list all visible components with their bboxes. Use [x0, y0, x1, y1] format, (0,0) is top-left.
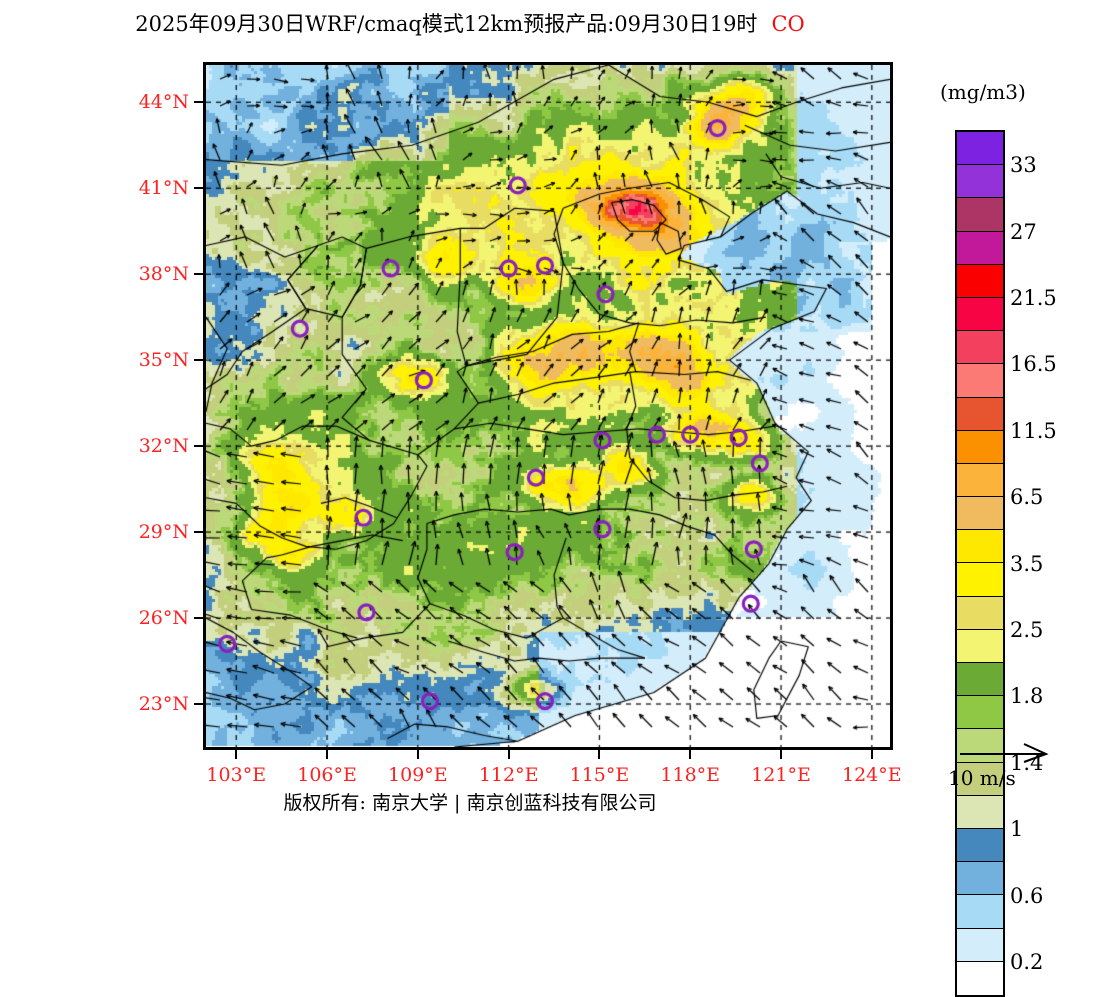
lon-tick [235, 750, 238, 759]
lat-tick [194, 101, 203, 104]
colorbar-cell [957, 264, 1003, 298]
colorbar-cell [957, 795, 1003, 829]
colorbar-cell [957, 729, 1003, 763]
colorbar-cell [957, 231, 1003, 265]
colorbar-cell [957, 397, 1003, 431]
colorbar-tick-label: 0.6 [1010, 883, 1044, 908]
page-title: 2025年09月30日WRF/cmaq模式12km预报产品:09月30日19时 C… [0, 8, 940, 38]
lon-tick-label: 103°E [206, 764, 267, 786]
wind-arrow-icon [960, 743, 1049, 763]
colorbar-units-label: (mg/m3) [940, 80, 1026, 104]
species-label: CO [771, 12, 805, 36]
colorbar-cell [957, 198, 1003, 232]
colorbar-cell [957, 430, 1003, 464]
map-plot-area[interactable] [203, 62, 893, 750]
colorbar-cell [957, 596, 1003, 630]
colorbar-cell [957, 961, 1003, 995]
colorbar-tick-label: 11.5 [1010, 418, 1057, 443]
colorbar-cell [957, 165, 1003, 199]
lat-tick-label: 38°N [138, 263, 189, 286]
colorbar-cell [957, 696, 1003, 730]
lon-tick-label: 112°E [478, 764, 539, 786]
lon-tick [780, 750, 783, 759]
colorbar-cell [957, 364, 1003, 398]
colorbar-tick-label: 1.8 [1010, 684, 1044, 709]
copyright-notice: 版权所有: 南京大学 | 南京创蓝科技有限公司 [283, 792, 657, 814]
colorbar-cell [957, 895, 1003, 929]
lat-tick-label: 32°N [138, 435, 189, 458]
lon-tick-label: 115°E [569, 764, 630, 786]
lat-tick-label: 23°N [138, 693, 189, 716]
colorbar-tick-label: 3.5 [1010, 551, 1044, 576]
lat-tick [194, 617, 203, 620]
colorbar-cell [957, 497, 1003, 531]
colorbar-tick-label: 21.5 [1010, 286, 1057, 310]
latitude-axis: 44°N 41°N 38°N 35°N 32°N 29°N 26°N 23°N [115, 62, 203, 750]
lat-tick [194, 531, 203, 534]
colorbar-tick-label: 6.5 [1010, 485, 1044, 510]
lon-tick-label: 121°E [751, 764, 811, 786]
title-text: 2025年09月30日WRF/cmaq模式12km预报产品:09月30日19时 [135, 12, 758, 36]
lon-tick [870, 750, 873, 759]
colorbar-tick-label: 33 [1010, 153, 1037, 178]
lon-tick [598, 750, 601, 759]
lon-tick [507, 750, 510, 759]
lat-tick-label: 29°N [138, 521, 189, 544]
colorbar-cell [957, 629, 1003, 663]
map-contour-canvas [206, 65, 890, 747]
colorbar-cell [957, 663, 1003, 697]
lon-tick-label: 118°E [660, 764, 721, 786]
longitude-axis: 103°E 106°E 109°E 112°E 115°E 118°E 121°E 124°E [203, 750, 902, 796]
wind-scale-legend: 10 m/s [948, 742, 1098, 798]
colorbar-cell [957, 331, 1003, 365]
colorbar: (mg/m3) 33 27 21.5 16.5 11.5 6.5 3.5 2.5 1.8 1.4 1… [938, 80, 1088, 997]
colorbar-tick-label: 16.5 [1010, 352, 1057, 377]
colorbar-cell [957, 828, 1003, 863]
lat-tick [194, 273, 203, 276]
lon-tick [689, 750, 692, 759]
wind-scale-label: 10 m/s [948, 766, 1016, 790]
lat-tick [194, 445, 203, 448]
colorbar-cell [957, 463, 1003, 498]
lat-tick [194, 359, 203, 362]
colorbar-cell [957, 530, 1003, 564]
colorbar-cells [955, 130, 1005, 997]
colorbar-tick-label: 1 [1010, 817, 1024, 842]
colorbar-tick-label: 0.2 [1010, 950, 1044, 974]
lon-tick [326, 750, 329, 759]
lon-tick [416, 750, 419, 759]
colorbar-tick-label: 2.5 [1010, 618, 1044, 642]
lat-tick [194, 187, 203, 190]
lat-tick-label: 41°N [138, 177, 189, 200]
colorbar-cell [957, 563, 1003, 597]
lon-tick-label: 124°E [842, 764, 902, 786]
forecast-map-page: 2025年09月30日WRF/cmaq模式12km预报产品:09月30日19时 C… [0, 8, 1098, 997]
lat-tick-label: 44°N [138, 91, 189, 114]
colorbar-cell [957, 762, 1003, 796]
colorbar-cell [957, 132, 1003, 166]
lon-tick-label: 109°E [388, 764, 448, 786]
colorbar-tick-label: 27 [1010, 219, 1037, 244]
lat-tick-label: 35°N [138, 349, 189, 372]
lat-tick-label: 26°N [138, 607, 189, 630]
colorbar-cell [957, 928, 1003, 962]
lat-tick [194, 703, 203, 706]
lon-tick-label: 106°E [297, 764, 357, 786]
colorbar-cell [957, 297, 1003, 332]
colorbar-cell [957, 862, 1003, 896]
